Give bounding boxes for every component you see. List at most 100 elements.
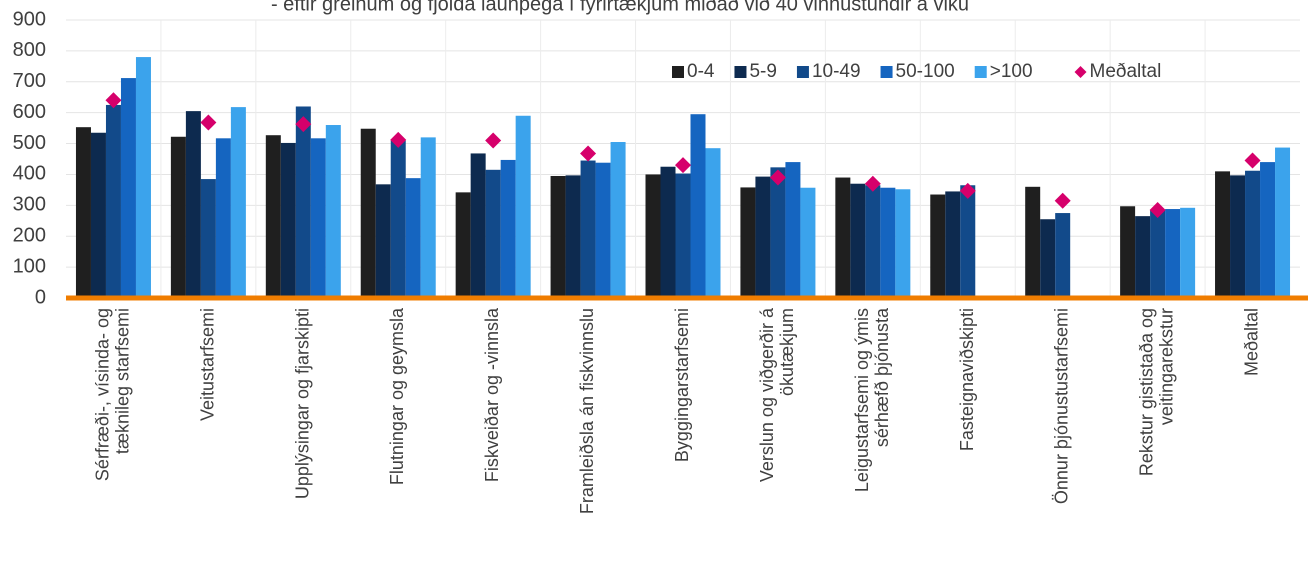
average-marker xyxy=(390,131,407,148)
bar xyxy=(1150,209,1166,298)
bar xyxy=(1165,209,1181,298)
bar xyxy=(1245,170,1261,298)
average-marker xyxy=(200,114,217,131)
x-tick-label: Fiskveiðar og -vinnsla xyxy=(482,307,502,482)
bar xyxy=(470,153,486,298)
x-tick-label: Leigustarfsemi og ýmissérhæfð þjónusta xyxy=(852,307,892,492)
legend-marker xyxy=(1074,66,1087,78)
legend-label: 5-9 xyxy=(749,61,776,82)
x-tick-label: Flutningar og geymsla xyxy=(387,307,407,485)
legend-label: 0-4 xyxy=(687,61,715,82)
bar xyxy=(105,104,121,298)
average-marker xyxy=(485,132,502,149)
bar xyxy=(880,187,896,298)
chart-subtitle: - eftir greinum og fjölda launþega í fyr… xyxy=(271,0,969,15)
average-marker xyxy=(105,92,122,109)
bar xyxy=(515,115,531,298)
bar xyxy=(405,178,421,298)
average-marker xyxy=(1244,152,1261,169)
y-tick-label: 700 xyxy=(13,70,46,92)
legend-label: >100 xyxy=(990,61,1033,82)
bar xyxy=(690,114,706,298)
bar xyxy=(230,107,246,299)
x-tick-label: Veitustarfsemi xyxy=(197,308,217,421)
bar xyxy=(1120,206,1136,298)
bar xyxy=(310,138,326,298)
x-tick-label: Fasteignaviðskipti xyxy=(957,308,977,451)
x-tick-label: Rekstur gististaða ogveitingarekstur xyxy=(1136,308,1176,476)
average-marker xyxy=(959,182,976,199)
bar xyxy=(610,142,626,298)
y-tick-label: 100 xyxy=(13,255,46,277)
average-marker xyxy=(1054,192,1071,209)
legend-swatch xyxy=(672,66,684,78)
average-marker xyxy=(769,169,786,186)
bar xyxy=(755,176,771,298)
average-marker xyxy=(864,175,881,192)
legend-label: 50-100 xyxy=(896,61,955,82)
bar xyxy=(1180,207,1196,298)
bar xyxy=(455,192,471,298)
bar xyxy=(740,187,756,298)
average-marker xyxy=(675,157,691,174)
bar xyxy=(580,160,596,298)
bar xyxy=(895,189,911,298)
average-marker xyxy=(580,145,597,162)
bar xyxy=(500,159,516,298)
x-tick-label: Framleiðsla án fiskvinnslu xyxy=(577,308,597,514)
bar xyxy=(120,78,136,299)
y-tick-label: 0 xyxy=(35,286,46,308)
bar xyxy=(1230,175,1246,298)
bar xyxy=(675,173,691,298)
x-tick-label: Byggingarstarfsemi xyxy=(672,308,692,462)
bar xyxy=(135,57,151,298)
bar xyxy=(75,127,91,298)
y-tick-label: 600 xyxy=(13,101,46,123)
y-tick-label: 300 xyxy=(13,194,46,216)
bar xyxy=(485,169,501,298)
bar xyxy=(280,142,296,298)
bar xyxy=(865,185,881,298)
average-marker xyxy=(1149,201,1166,218)
bar xyxy=(1025,186,1041,298)
bar xyxy=(565,175,581,298)
bar xyxy=(1055,213,1071,298)
legend-swatch xyxy=(796,66,809,78)
x-tick-label: Önnur þjónustustarfsemi xyxy=(1051,308,1071,504)
bar xyxy=(360,128,376,298)
bar xyxy=(90,132,106,298)
bar xyxy=(1260,162,1276,298)
bar xyxy=(660,166,676,298)
legend-label: Meðaltal xyxy=(1090,61,1162,82)
bar xyxy=(1215,171,1231,298)
bar xyxy=(295,106,311,298)
x-tick-label: Verslun og viðgerðir áökutækjum xyxy=(757,307,797,482)
bar xyxy=(1275,147,1291,298)
bar xyxy=(645,174,661,298)
bar xyxy=(930,194,946,298)
y-tick-label: 200 xyxy=(13,225,46,247)
bar xyxy=(185,111,201,298)
bar xyxy=(420,137,436,298)
legend-swatch xyxy=(880,66,893,78)
x-tick-label: Meðaltal xyxy=(1241,308,1261,376)
x-tick-label: Sérfræði-, vísinda- ogtæknileg starfsemi xyxy=(92,308,132,481)
bar xyxy=(215,138,231,298)
bar xyxy=(960,185,976,298)
average-marker xyxy=(295,116,312,133)
y-tick-label: 500 xyxy=(13,132,46,154)
bar xyxy=(945,191,961,298)
y-tick-label: 900 xyxy=(13,8,46,30)
bar xyxy=(550,175,566,298)
bar xyxy=(170,136,186,298)
bar xyxy=(265,135,281,298)
y-tick-label: 400 xyxy=(13,163,46,185)
legend-label: 10-49 xyxy=(812,61,861,82)
bar xyxy=(1135,216,1151,298)
bar xyxy=(595,162,611,298)
y-tick-label: 800 xyxy=(13,39,46,61)
bar xyxy=(1040,219,1056,298)
legend-swatch xyxy=(974,66,987,78)
bar xyxy=(800,187,816,298)
